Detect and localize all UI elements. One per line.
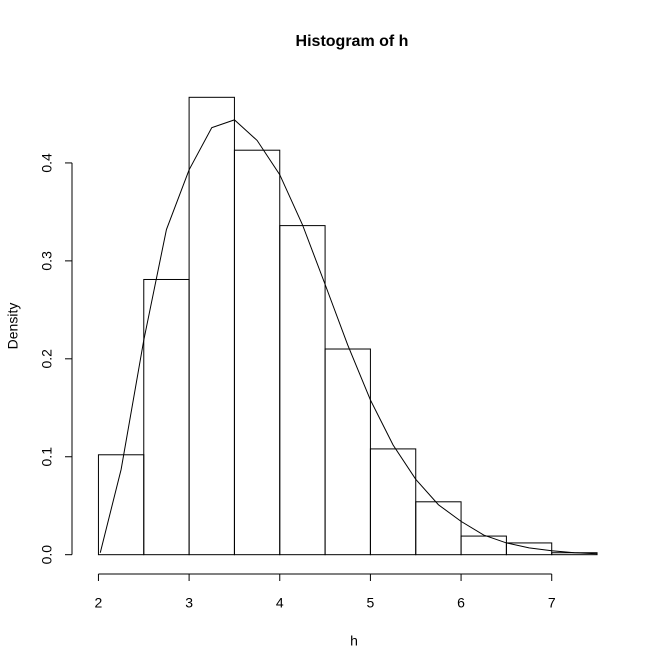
bar [505,542,553,556]
x-tick-label: 2 [95,595,103,611]
x-axis-label: h [350,633,358,649]
y-tick-label: 0.4 [39,153,55,173]
y-axis-label: Density [5,303,21,350]
y-tick-label: 0.3 [39,251,55,271]
density-line [99,119,598,555]
y-tick-label: 0.0 [39,545,55,565]
y-tick-label: 0.2 [39,349,55,369]
x-tick-label: 3 [185,595,193,611]
x-tick-label: 6 [457,595,465,611]
bar [415,501,462,556]
x-tick-label: 7 [548,595,556,611]
x-tick-label: 4 [276,595,284,611]
chart-title: Histogram of h [296,33,409,50]
y-tick-label: 0.1 [39,447,55,467]
x-tick-label: 5 [367,595,375,611]
